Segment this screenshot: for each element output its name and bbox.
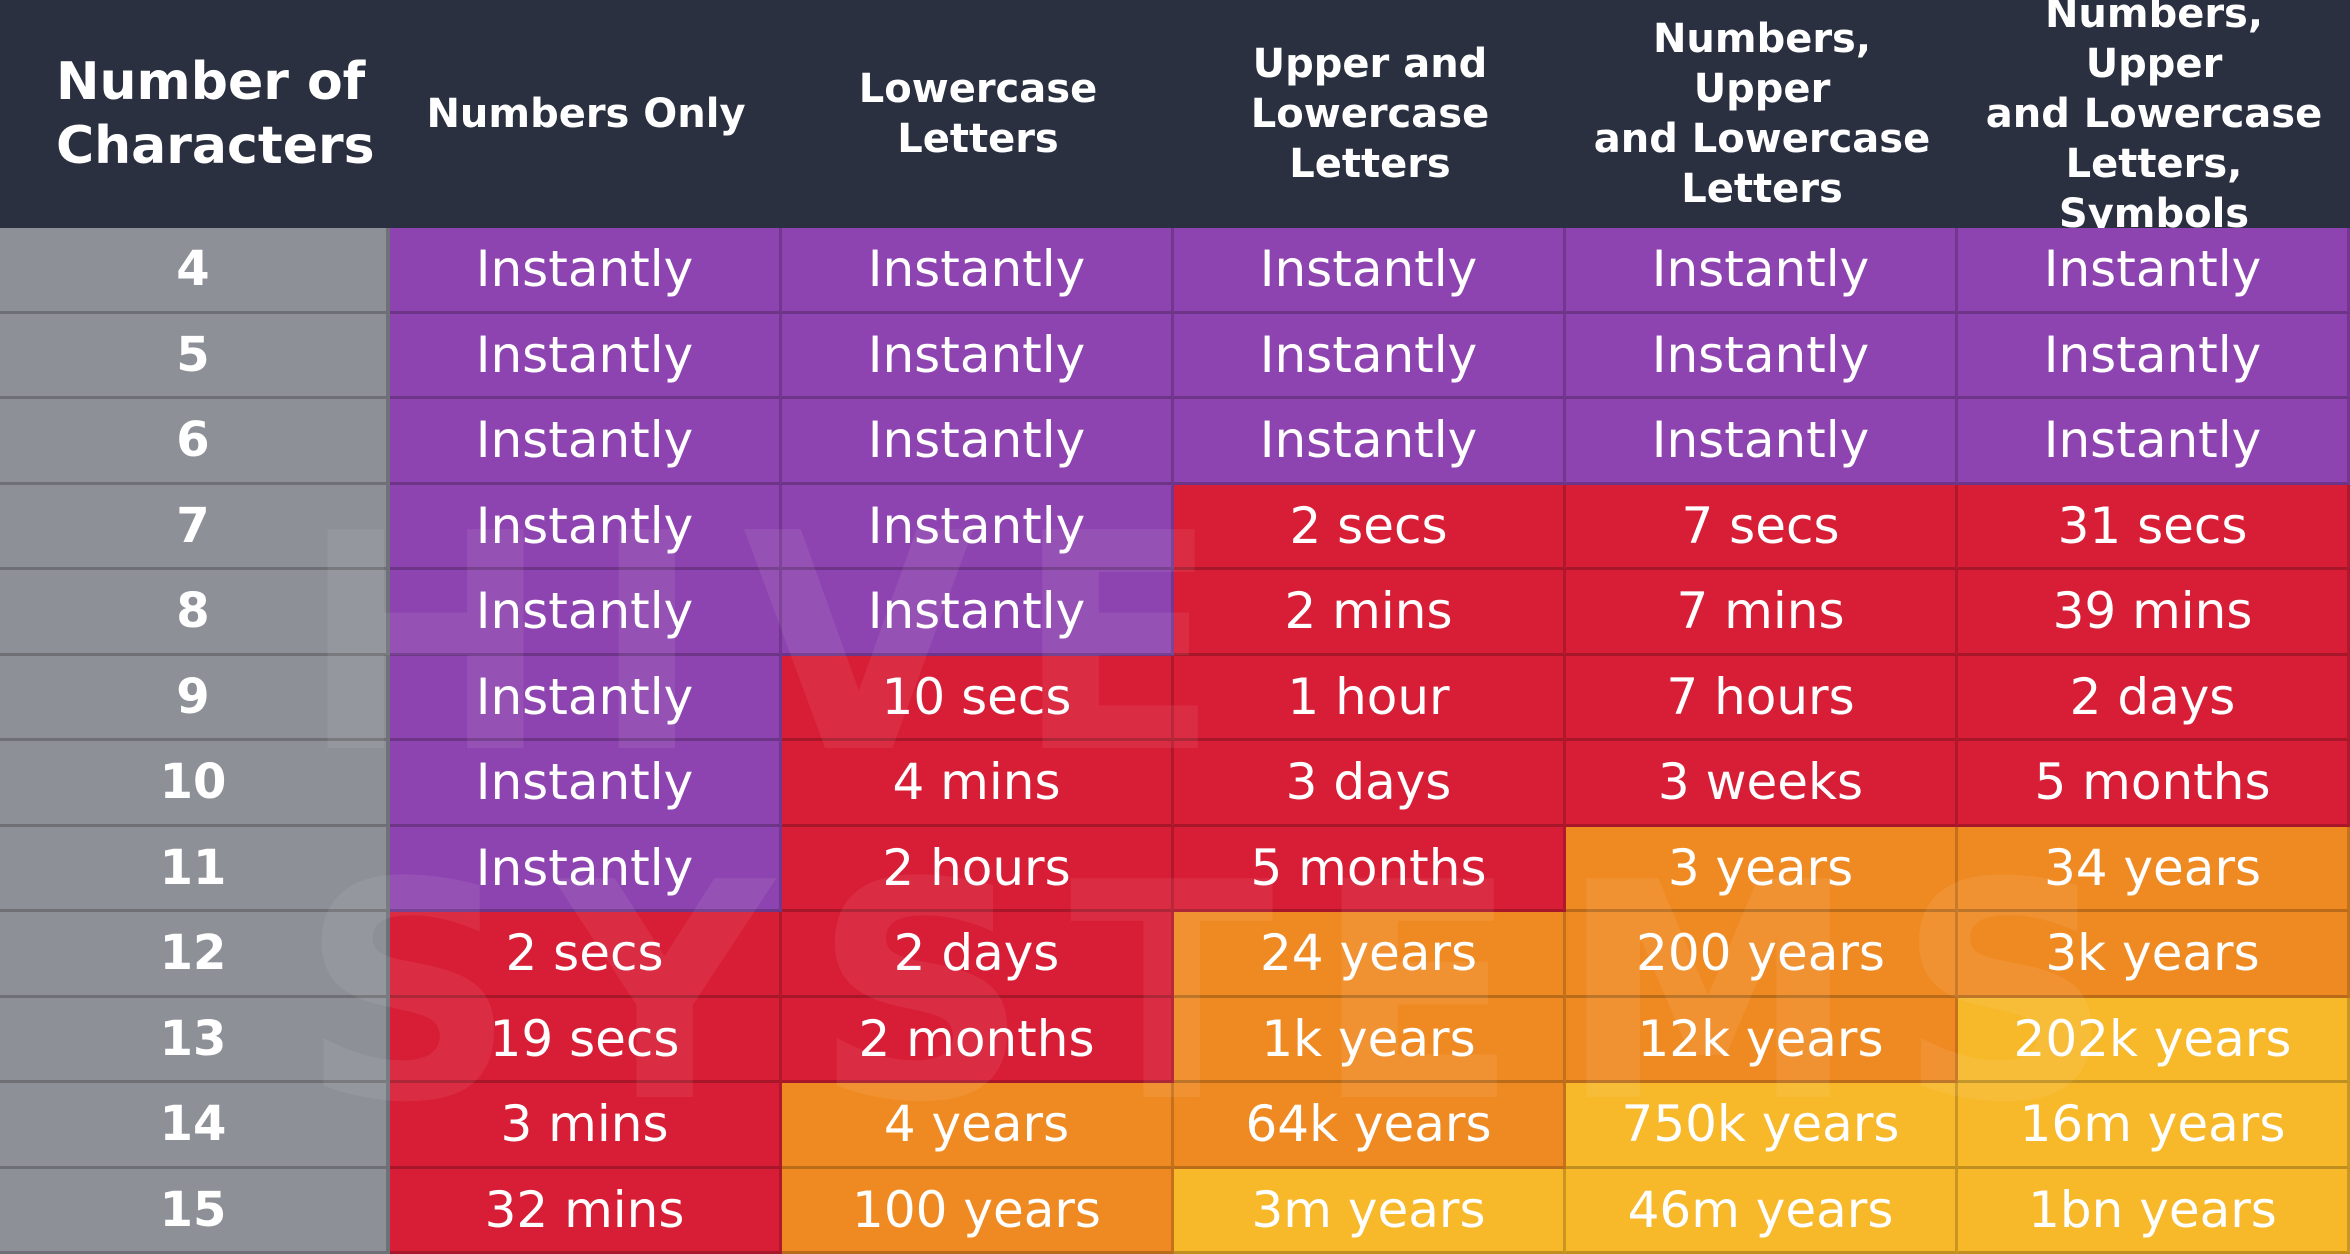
- table-cell: Instantly: [390, 228, 782, 314]
- table-cell: Instantly: [390, 656, 782, 742]
- table-cell: Instantly: [782, 485, 1174, 571]
- table-cell: 2 days: [1958, 656, 2350, 742]
- table-cell: Instantly: [782, 314, 1174, 400]
- row-label: 15: [0, 1169, 390, 1254]
- table-cell: Instantly: [390, 827, 782, 913]
- table-cell: 200 years: [1566, 912, 1958, 998]
- table-cell: 7 mins: [1566, 570, 1958, 656]
- row-label: 7: [0, 485, 390, 571]
- table-cell: 3 mins: [390, 1083, 782, 1169]
- table-cell: Instantly: [390, 741, 782, 827]
- table-cell: 2 days: [782, 912, 1174, 998]
- table-cell: Instantly: [782, 228, 1174, 314]
- row-label: 12: [0, 912, 390, 998]
- table-cell: 3 years: [1566, 827, 1958, 913]
- row-label: 14: [0, 1083, 390, 1169]
- table-cell: 5 months: [1174, 827, 1566, 913]
- table-cell: Instantly: [1566, 314, 1958, 400]
- column-header: Numbers Only: [390, 0, 782, 228]
- column-header: Upper and Lowercase Letters: [1174, 0, 1566, 228]
- table-cell: 1bn years: [1958, 1169, 2350, 1254]
- table-cell: 2 hours: [782, 827, 1174, 913]
- table-cell: 64k years: [1174, 1083, 1566, 1169]
- table-cell: Instantly: [390, 314, 782, 400]
- table-cell: Instantly: [1958, 314, 2350, 400]
- table-cell: 100 years: [782, 1169, 1174, 1254]
- table-cell: 5 months: [1958, 741, 2350, 827]
- table-cell: 39 mins: [1958, 570, 2350, 656]
- table-cell: 34 years: [1958, 827, 2350, 913]
- row-label: 9: [0, 656, 390, 742]
- table-cell: Instantly: [782, 570, 1174, 656]
- table-cell: 2 secs: [390, 912, 782, 998]
- row-label: 8: [0, 570, 390, 656]
- table-cell: 1k years: [1174, 998, 1566, 1084]
- row-label: 13: [0, 998, 390, 1084]
- table-cell: 2 months: [782, 998, 1174, 1084]
- row-label: 11: [0, 827, 390, 913]
- row-label: 10: [0, 741, 390, 827]
- table-cell: 3m years: [1174, 1169, 1566, 1254]
- table-cell: 1 hour: [1174, 656, 1566, 742]
- table-cell: Instantly: [390, 570, 782, 656]
- table-cell: 2 mins: [1174, 570, 1566, 656]
- table-cell: Instantly: [1566, 228, 1958, 314]
- table-cell: 46m years: [1566, 1169, 1958, 1254]
- row-label: 5: [0, 314, 390, 400]
- row-label: 4: [0, 228, 390, 314]
- table-cell: 10 secs: [782, 656, 1174, 742]
- table-cell: 2 secs: [1174, 485, 1566, 571]
- table-cell: Instantly: [1958, 399, 2350, 485]
- column-header: Number of Characters: [0, 0, 390, 228]
- table-cell: Instantly: [390, 399, 782, 485]
- table-cell: 24 years: [1174, 912, 1566, 998]
- table-cell: 750k years: [1566, 1083, 1958, 1169]
- table-cell: 4 mins: [782, 741, 1174, 827]
- table-cell: 4 years: [782, 1083, 1174, 1169]
- table-cell: 3k years: [1958, 912, 2350, 998]
- table-cell: Instantly: [1174, 228, 1566, 314]
- table-cell: 32 mins: [390, 1169, 782, 1254]
- table-cell: 19 secs: [390, 998, 782, 1084]
- table-cell: 202k years: [1958, 998, 2350, 1084]
- table-cell: 3 days: [1174, 741, 1566, 827]
- table-cell: Instantly: [1174, 399, 1566, 485]
- table-cell: Instantly: [1174, 314, 1566, 400]
- table-cell: 31 secs: [1958, 485, 2350, 571]
- table-cell: 7 hours: [1566, 656, 1958, 742]
- table-cell: 3 weeks: [1566, 741, 1958, 827]
- table-cell: 7 secs: [1566, 485, 1958, 571]
- table-cell: Instantly: [1566, 399, 1958, 485]
- column-header: Lowercase Letters: [782, 0, 1174, 228]
- table-cell: Instantly: [390, 485, 782, 571]
- table-cell: Instantly: [1958, 228, 2350, 314]
- table-cell: 16m years: [1958, 1083, 2350, 1169]
- row-label: 6: [0, 399, 390, 485]
- column-header: Numbers, Upper and Lowercase Letters, Sy…: [1958, 0, 2350, 228]
- table-cell: 12k years: [1566, 998, 1958, 1084]
- column-header: Numbers, Upper and Lowercase Letters: [1566, 0, 1958, 228]
- table-cell: Instantly: [782, 399, 1174, 485]
